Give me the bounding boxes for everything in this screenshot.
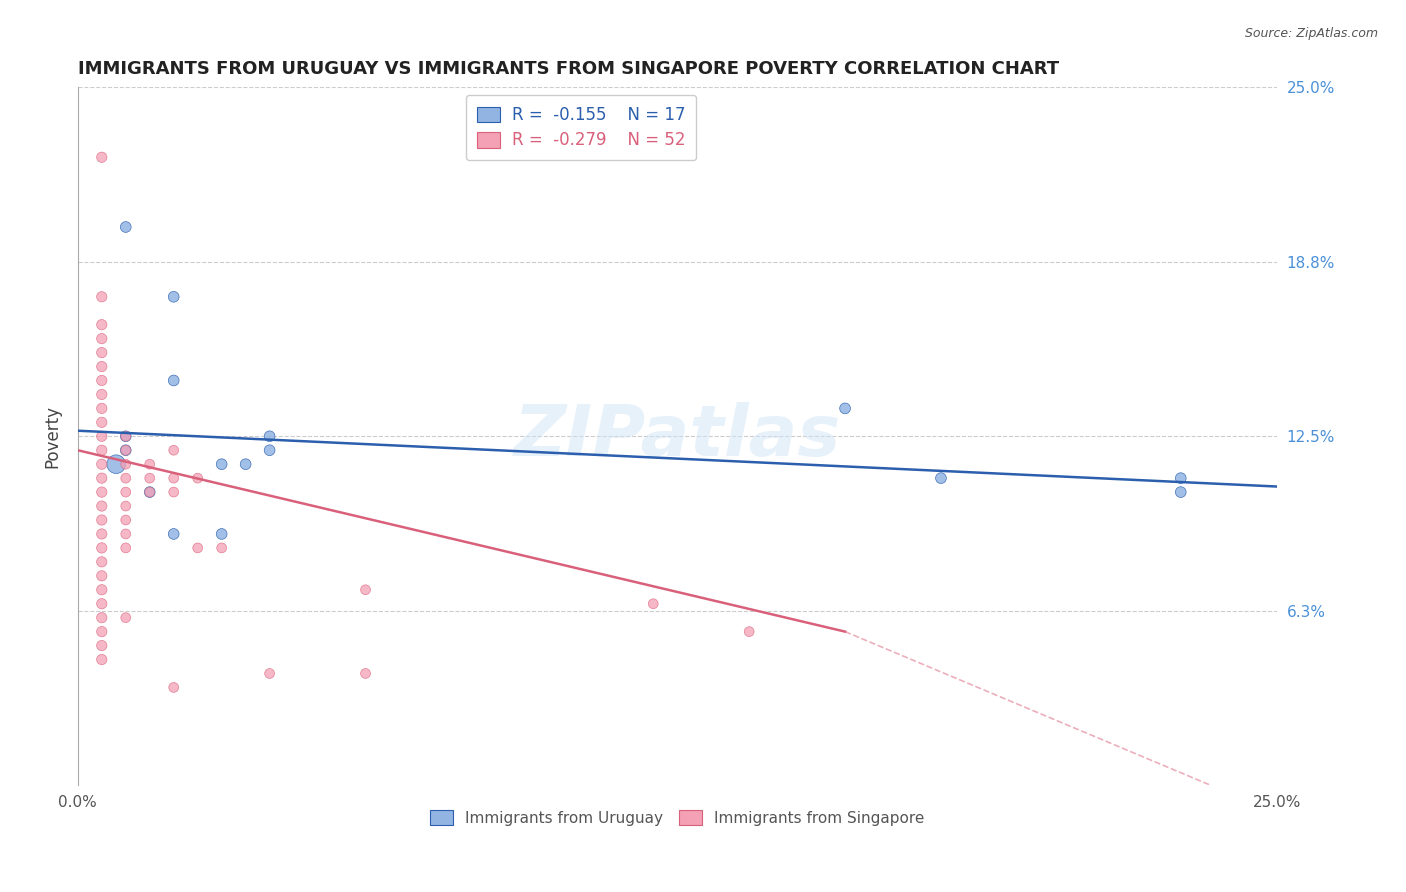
Point xyxy=(114,610,136,624)
Text: ZIPatlas: ZIPatlas xyxy=(513,401,841,471)
Point xyxy=(738,624,761,639)
Point xyxy=(90,624,112,639)
Point xyxy=(90,387,112,401)
Point xyxy=(354,582,377,597)
Point xyxy=(90,527,112,541)
Point xyxy=(114,443,136,458)
Point xyxy=(114,541,136,555)
Legend: Immigrants from Uruguay, Immigrants from Singapore: Immigrants from Uruguay, Immigrants from… xyxy=(423,803,932,833)
Point xyxy=(259,429,281,443)
Point xyxy=(211,541,233,555)
Point xyxy=(90,374,112,388)
Point xyxy=(90,471,112,485)
Y-axis label: Poverty: Poverty xyxy=(44,405,60,467)
Point xyxy=(211,527,233,541)
Point xyxy=(90,499,112,513)
Point xyxy=(643,597,665,611)
Point xyxy=(90,555,112,569)
Point xyxy=(163,374,186,388)
Point xyxy=(90,582,112,597)
Point xyxy=(354,666,377,681)
Text: IMMIGRANTS FROM URUGUAY VS IMMIGRANTS FROM SINGAPORE POVERTY CORRELATION CHART: IMMIGRANTS FROM URUGUAY VS IMMIGRANTS FR… xyxy=(77,60,1059,78)
Point xyxy=(163,471,186,485)
Point xyxy=(114,457,136,471)
Point xyxy=(163,527,186,541)
Point xyxy=(138,485,160,500)
Point xyxy=(90,401,112,416)
Point xyxy=(235,457,257,471)
Point xyxy=(90,597,112,611)
Point xyxy=(90,150,112,164)
Point xyxy=(259,443,281,458)
Point xyxy=(90,569,112,583)
Point xyxy=(114,219,136,234)
Point xyxy=(114,471,136,485)
Point xyxy=(114,443,136,458)
Point xyxy=(163,290,186,304)
Point xyxy=(211,457,233,471)
Point xyxy=(138,471,160,485)
Point xyxy=(163,485,186,500)
Point xyxy=(114,429,136,443)
Point xyxy=(114,429,136,443)
Point xyxy=(90,639,112,653)
Point xyxy=(138,457,160,471)
Point xyxy=(114,499,136,513)
Point xyxy=(163,681,186,695)
Point xyxy=(90,610,112,624)
Point xyxy=(259,666,281,681)
Point xyxy=(834,401,856,416)
Point xyxy=(1170,485,1192,500)
Point xyxy=(90,332,112,346)
Point xyxy=(90,443,112,458)
Point xyxy=(105,457,128,471)
Point xyxy=(114,513,136,527)
Point xyxy=(114,527,136,541)
Point xyxy=(90,541,112,555)
Point xyxy=(187,471,209,485)
Point xyxy=(90,290,112,304)
Point xyxy=(90,345,112,359)
Point xyxy=(90,485,112,500)
Point xyxy=(90,652,112,666)
Point xyxy=(90,513,112,527)
Point xyxy=(138,485,160,500)
Point xyxy=(90,318,112,332)
Point xyxy=(90,415,112,429)
Point xyxy=(90,457,112,471)
Point xyxy=(929,471,952,485)
Point xyxy=(114,485,136,500)
Text: Source: ZipAtlas.com: Source: ZipAtlas.com xyxy=(1244,27,1378,40)
Point xyxy=(187,541,209,555)
Point xyxy=(163,443,186,458)
Point xyxy=(90,429,112,443)
Point xyxy=(1170,471,1192,485)
Point xyxy=(90,359,112,374)
